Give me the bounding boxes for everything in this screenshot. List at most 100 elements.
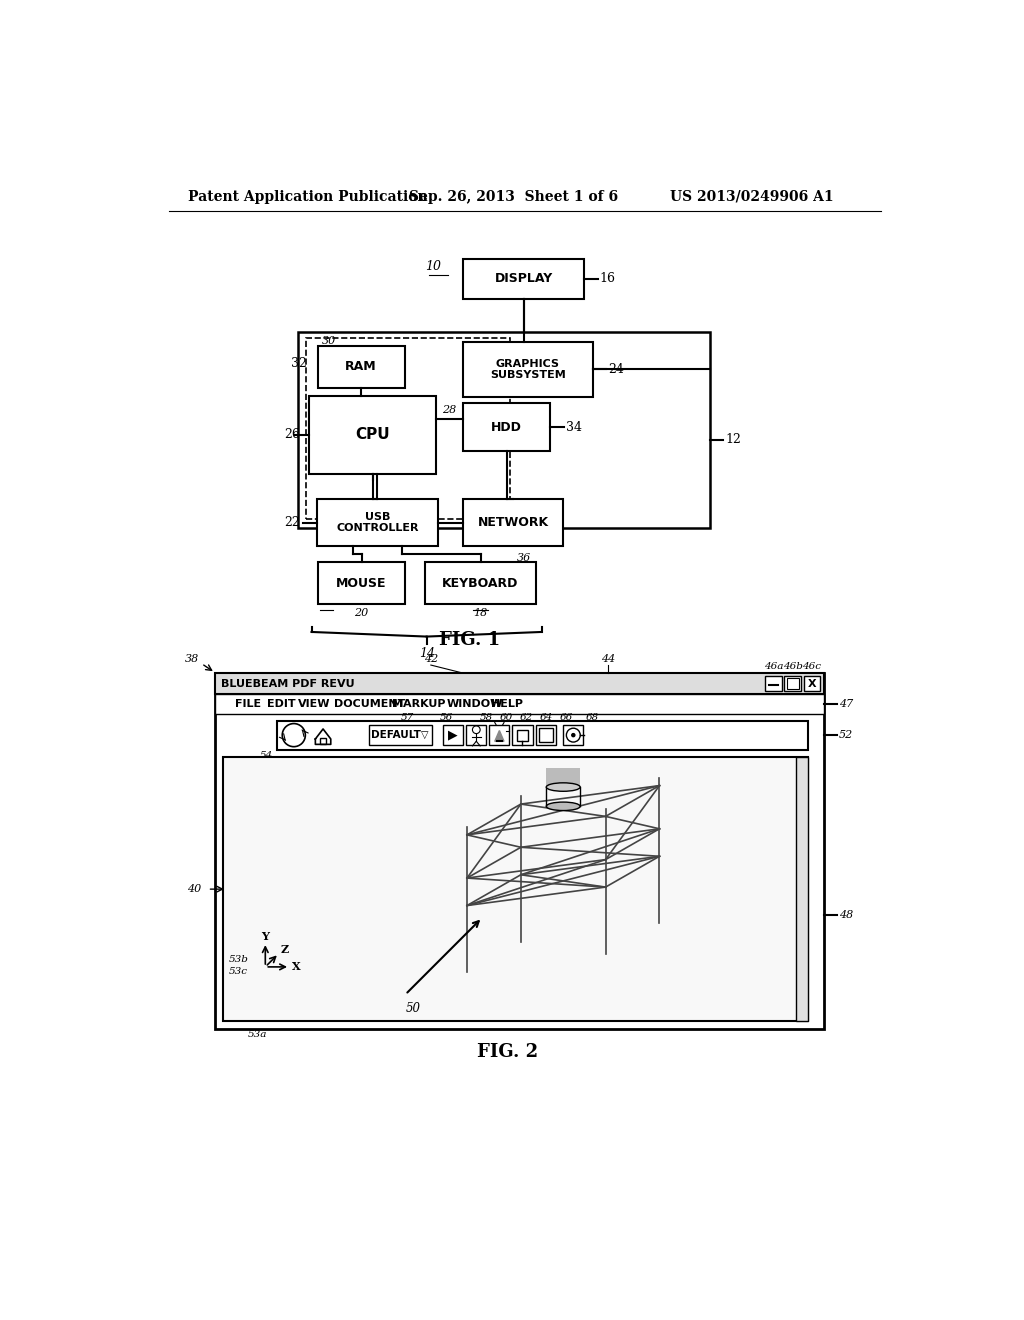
Bar xyxy=(466,725,486,744)
Text: 40: 40 xyxy=(186,884,201,894)
Text: 14: 14 xyxy=(419,647,434,660)
Bar xyxy=(317,562,406,605)
Text: 30: 30 xyxy=(322,335,336,346)
Text: 53a: 53a xyxy=(248,1030,267,1039)
Bar xyxy=(539,729,553,742)
Text: EDIT: EDIT xyxy=(267,700,296,709)
Text: ▽: ▽ xyxy=(421,730,428,741)
Text: WINDOW: WINDOW xyxy=(446,700,503,709)
Text: 57: 57 xyxy=(401,713,415,722)
Text: 68: 68 xyxy=(586,713,599,722)
Text: Sep. 26, 2013  Sheet 1 of 6: Sep. 26, 2013 Sheet 1 of 6 xyxy=(410,190,618,203)
Text: 48: 48 xyxy=(839,911,853,920)
Text: 36: 36 xyxy=(517,553,531,564)
Text: RAM: RAM xyxy=(345,360,377,374)
Text: 62: 62 xyxy=(520,713,532,722)
Text: US 2013/0249906 A1: US 2013/0249906 A1 xyxy=(670,190,834,203)
Bar xyxy=(306,338,510,519)
Text: X: X xyxy=(292,961,300,973)
Bar xyxy=(370,725,432,744)
Text: Y: Y xyxy=(261,931,269,941)
Bar xyxy=(765,676,782,692)
Text: 24: 24 xyxy=(608,363,624,376)
Text: Z: Z xyxy=(281,944,289,954)
Text: DISPLAY: DISPLAY xyxy=(495,272,553,285)
Text: DEFAULT: DEFAULT xyxy=(371,730,421,741)
Polygon shape xyxy=(495,730,504,742)
Text: 20: 20 xyxy=(354,609,369,619)
Bar xyxy=(546,768,581,787)
Text: 53b: 53b xyxy=(228,954,248,964)
Text: 26: 26 xyxy=(285,428,300,441)
Text: FIG. 2: FIG. 2 xyxy=(477,1043,539,1060)
Text: 53c: 53c xyxy=(228,968,248,977)
Text: 56: 56 xyxy=(439,713,453,722)
Text: 47: 47 xyxy=(839,700,853,709)
Text: 64: 64 xyxy=(540,713,553,722)
Text: FIG. 1: FIG. 1 xyxy=(439,631,500,649)
Bar xyxy=(563,725,584,744)
Bar xyxy=(489,725,509,744)
Text: FILE: FILE xyxy=(234,700,261,709)
Bar xyxy=(512,725,532,744)
Text: 16: 16 xyxy=(599,272,615,285)
Text: 46c: 46c xyxy=(803,663,821,671)
Text: 34: 34 xyxy=(565,421,582,434)
Text: 46a: 46a xyxy=(764,663,783,671)
Text: X: X xyxy=(808,678,816,689)
Text: 42: 42 xyxy=(424,653,438,664)
Bar xyxy=(316,499,438,546)
Bar xyxy=(215,673,823,694)
Bar xyxy=(443,725,463,744)
Bar xyxy=(796,758,808,1020)
Text: GRAPHICS
SUBSYSTEM: GRAPHICS SUBSYSTEM xyxy=(490,359,565,380)
Bar xyxy=(276,721,808,750)
Text: 60: 60 xyxy=(500,713,513,722)
Text: 10: 10 xyxy=(425,260,440,273)
Text: NETWORK: NETWORK xyxy=(477,516,549,529)
Text: 28: 28 xyxy=(442,405,457,414)
Ellipse shape xyxy=(546,803,581,810)
Text: KEYBOARD: KEYBOARD xyxy=(442,577,519,590)
Text: MARKUP: MARKUP xyxy=(392,700,445,709)
Bar xyxy=(309,396,436,474)
Text: 50: 50 xyxy=(406,1002,421,1015)
Circle shape xyxy=(571,734,574,737)
Bar xyxy=(463,499,563,546)
Text: 58: 58 xyxy=(479,713,493,722)
Text: 46b: 46b xyxy=(782,663,803,671)
Bar xyxy=(786,678,799,689)
Text: USB
CONTROLLER: USB CONTROLLER xyxy=(336,512,419,533)
Bar xyxy=(425,562,536,605)
Text: MOUSE: MOUSE xyxy=(336,577,387,590)
Text: 38: 38 xyxy=(185,653,200,664)
Text: 44: 44 xyxy=(601,653,615,664)
Text: HDD: HDD xyxy=(492,421,522,434)
Text: DOCUMENT: DOCUMENT xyxy=(334,700,406,709)
Bar xyxy=(804,676,820,692)
Text: 54: 54 xyxy=(260,751,273,760)
Bar xyxy=(319,738,326,744)
Text: CPU: CPU xyxy=(355,428,390,442)
Text: 22: 22 xyxy=(285,516,300,529)
Text: 18: 18 xyxy=(473,609,487,619)
Bar xyxy=(517,730,528,741)
Bar xyxy=(463,404,550,451)
Text: Patent Application Publication: Patent Application Publication xyxy=(188,190,428,203)
Bar xyxy=(223,758,808,1020)
Bar xyxy=(463,342,593,397)
Text: 12: 12 xyxy=(725,433,741,446)
Text: VIEW: VIEW xyxy=(298,700,331,709)
Bar xyxy=(215,694,823,714)
Text: BLUEBEAM PDF REVU: BLUEBEAM PDF REVU xyxy=(221,678,355,689)
Bar xyxy=(463,259,584,298)
Bar xyxy=(784,676,801,692)
Bar xyxy=(298,331,710,528)
Bar xyxy=(536,725,556,744)
Text: HELP: HELP xyxy=(490,700,523,709)
Text: 32: 32 xyxy=(291,356,306,370)
Text: 52: 52 xyxy=(839,730,853,741)
Text: 66: 66 xyxy=(560,713,573,722)
Bar xyxy=(317,346,404,388)
Ellipse shape xyxy=(546,783,581,791)
